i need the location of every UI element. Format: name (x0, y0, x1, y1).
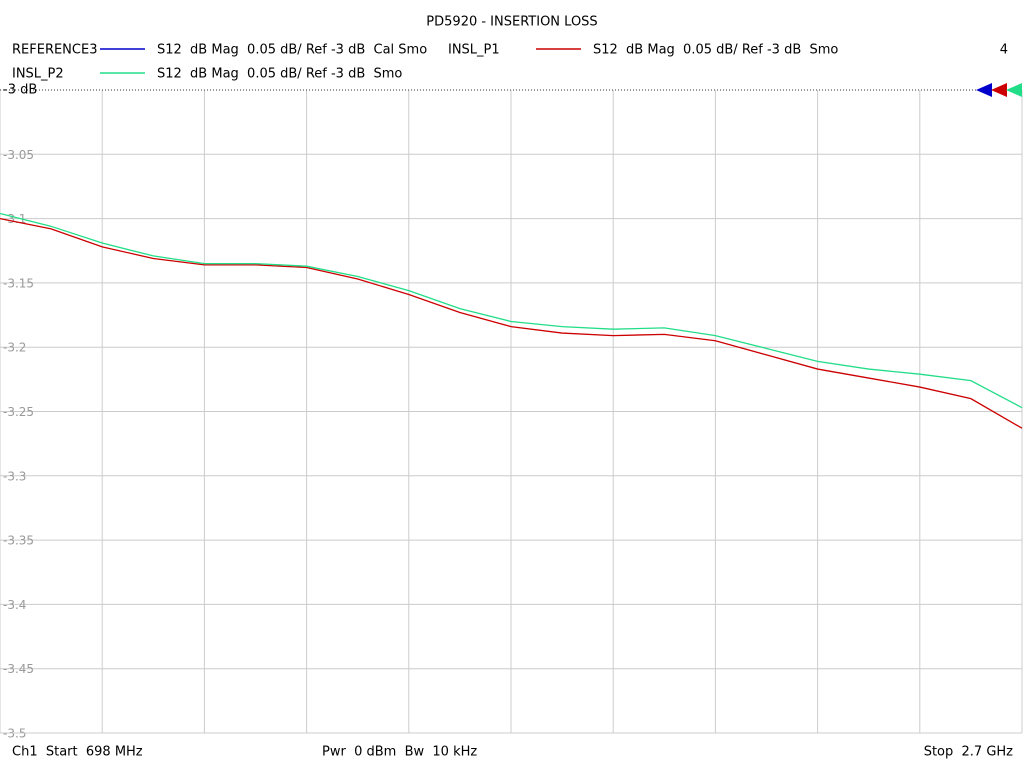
y-tick-label: -3 dB (3, 83, 37, 98)
reference-marker (991, 83, 1007, 97)
reference-marker (1006, 83, 1022, 97)
y-tick-label: -3.2 (3, 341, 26, 355)
y-tick-label: -3.45 (3, 662, 34, 676)
legend-description: S12 dB Mag 0.05 dB/ Ref -3 dB Smo (157, 67, 402, 82)
footer-power: Pwr 0 dBm Bw 10 kHz (322, 745, 477, 760)
y-tick-label: -3.3 (3, 469, 26, 483)
legend-name: INSL_P2 (12, 67, 64, 82)
y-tick-label: -3.35 (3, 534, 34, 548)
y-tick-label: -3.4 (3, 598, 26, 612)
reference-marker (976, 83, 992, 97)
legend-name: INSL_P1 (448, 43, 500, 58)
y-tick-label: -3.05 (3, 148, 34, 162)
y-tick-label: -3.15 (3, 276, 34, 290)
footer-stop: Stop 2.7 GHz (924, 745, 1013, 760)
y-tick-label: -3.25 (3, 405, 34, 419)
legend-description: S12 dB Mag 0.05 dB/ Ref -3 dB Cal Smo (157, 43, 427, 58)
trace-line (0, 217, 1023, 429)
legend-name: REFERENCE3 (12, 43, 97, 58)
trace-count: 4 (1000, 43, 1008, 58)
legend-description: S12 dB Mag 0.05 dB/ Ref -3 dB Smo (593, 43, 838, 58)
chart-title: PD5920 - INSERTION LOSS (426, 15, 597, 30)
trace-line (0, 212, 1023, 409)
footer-start: Ch1 Start 698 MHz (12, 745, 143, 760)
